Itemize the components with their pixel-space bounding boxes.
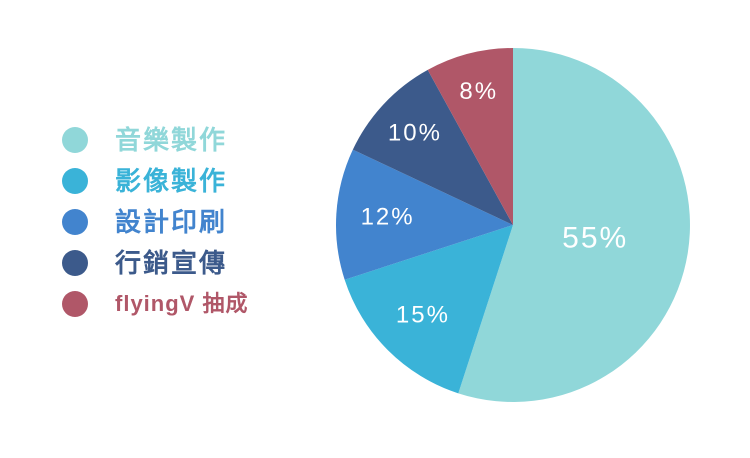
legend-dot-marketing-promotion xyxy=(62,250,88,276)
pie-slice-design-printing xyxy=(335,149,513,280)
pie-value-label-video-production: 15% xyxy=(396,302,450,329)
legend-item-flyingv-commission: flyingV 抽成 xyxy=(62,291,248,317)
pie-value-label-music-production: 55% xyxy=(562,222,628,255)
legend: 音樂製作 影像製作 設計印刷 行銷宣傳 flyingV 抽成 xyxy=(62,127,248,317)
pie-slice-video-production xyxy=(344,225,513,394)
pie-value-label-design-printing: 12% xyxy=(361,204,415,231)
legend-item-design-printing: 設計印刷 xyxy=(62,209,248,235)
pie-slice-music-production xyxy=(458,48,690,402)
legend-label-music-production: 音樂製作 xyxy=(115,125,228,155)
legend-dot-music-production xyxy=(62,127,88,153)
pie-value-label-marketing-promotion: 10% xyxy=(388,119,442,146)
legend-item-marketing-promotion: 行銷宣傳 xyxy=(62,250,248,276)
legend-dot-video-production xyxy=(62,168,88,194)
pie-value-label-flyingv-commission: 8% xyxy=(459,78,498,105)
legend-label-design-printing: 設計印刷 xyxy=(115,207,228,237)
legend-label-marketing-promotion: 行銷宣傳 xyxy=(115,248,228,278)
legend-dot-flyingv-commission xyxy=(62,291,88,317)
pie-slice-flyingv-commission xyxy=(427,48,513,225)
pie-slice-marketing-promotion xyxy=(352,69,513,225)
legend-item-music-production: 音樂製作 xyxy=(62,127,248,153)
legend-dot-design-printing xyxy=(62,209,88,235)
legend-label-video-production: 影像製作 xyxy=(115,166,228,196)
legend-label-flyingv-commission: flyingV 抽成 xyxy=(115,291,249,316)
legend-item-video-production: 影像製作 xyxy=(62,168,248,194)
